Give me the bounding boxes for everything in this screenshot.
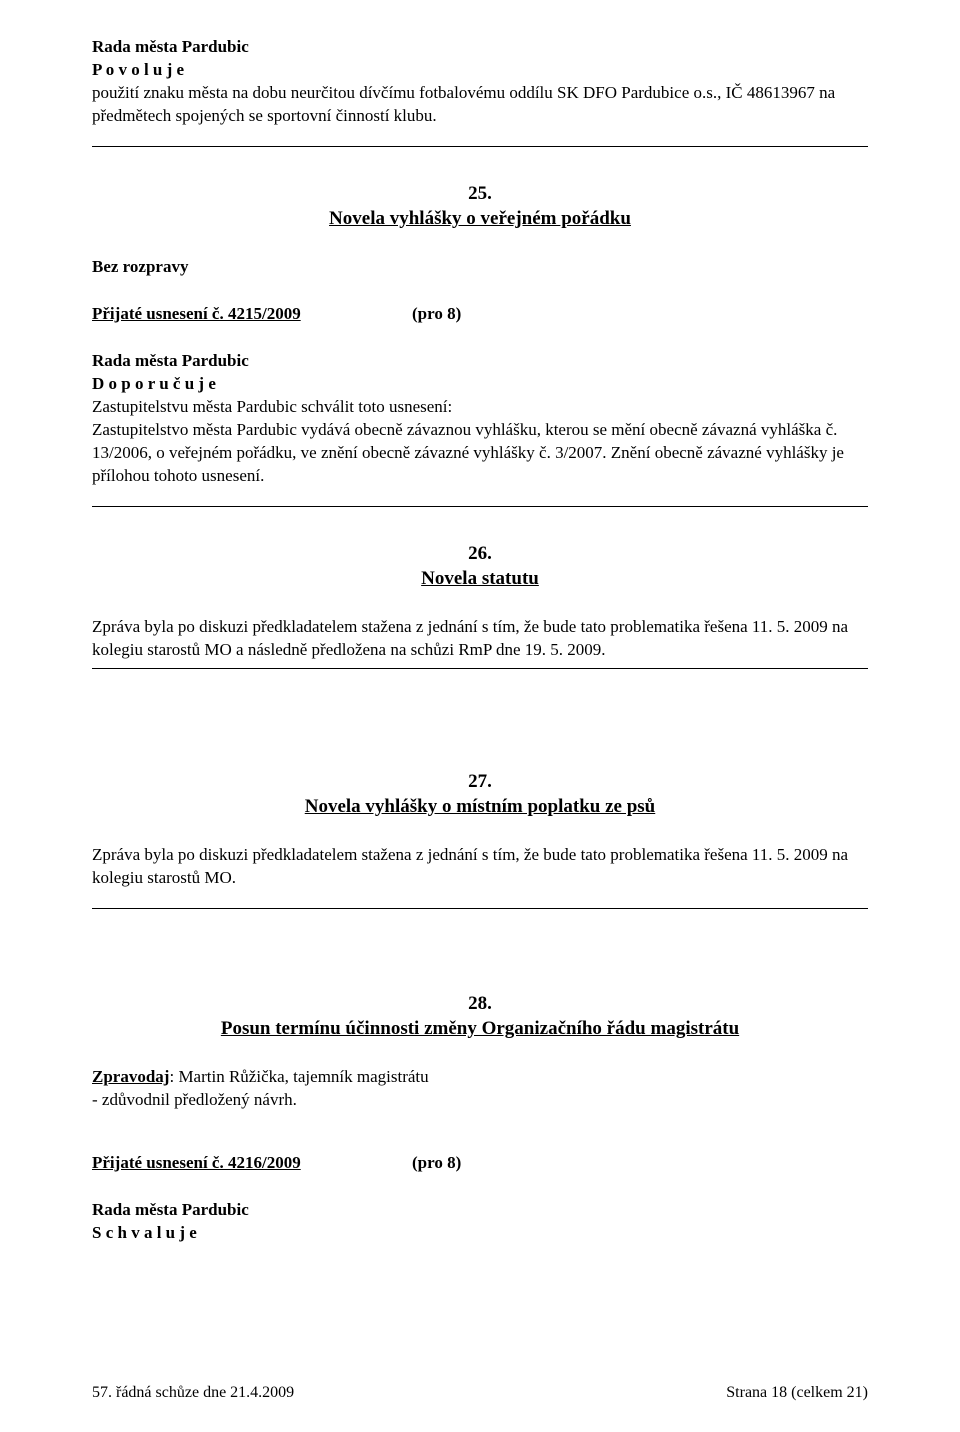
bez-rozpravy: Bez rozpravy — [92, 256, 868, 279]
resolution-row: Přijaté usnesení č. 4216/2009 (pro 8) — [92, 1152, 868, 1175]
section-title: Novela vyhlášky o místním poplatku ze ps… — [92, 794, 868, 820]
verb-line: S c h v a l u j e — [92, 1222, 868, 1245]
section-title: Posun termínu účinnosti změny Organizačn… — [92, 1016, 868, 1042]
resolution-body: Zastupitelstvu města Pardubic schválit t… — [92, 396, 868, 488]
divider — [92, 668, 868, 669]
org-line: Rada města Pardubic — [92, 1199, 868, 1222]
page-footer: 57. řádná schůze dne 21.4.2009 Strana 18… — [92, 1384, 868, 1402]
section-body: Zpráva byla po diskuzi předkladatelem st… — [92, 844, 868, 890]
section-number: 27. — [92, 769, 868, 795]
zpravodaj-sub: - zdůvodnil předložený návrh. — [92, 1089, 868, 1112]
section-number: 28. — [92, 991, 868, 1017]
section-title: Novela statutu — [92, 566, 868, 592]
header-verb: P o v o l u j e — [92, 59, 868, 82]
resolution-label: Přijaté usnesení č. 4215/2009 — [92, 303, 412, 326]
divider — [92, 908, 868, 909]
verb-line: D o p o r u č u j e — [92, 373, 868, 396]
footer-right: Strana 18 (celkem 21) — [726, 1384, 868, 1402]
footer-left: 57. řádná schůze dne 21.4.2009 — [92, 1384, 294, 1402]
section-body: Zpráva byla po diskuzi předkladatelem st… — [92, 616, 868, 662]
resolution-label: Přijaté usnesení č. 4216/2009 — [92, 1152, 412, 1175]
section-number: 26. — [92, 541, 868, 567]
org-line: Rada města Pardubic — [92, 350, 868, 373]
header-org: Rada města Pardubic — [92, 36, 868, 59]
divider — [92, 506, 868, 507]
section-number: 25. — [92, 181, 868, 207]
section-title: Novela vyhlášky o veřejném pořádku — [92, 206, 868, 232]
resolution-pro: (pro 8) — [412, 1152, 868, 1175]
zpravodaj-value: : Martin Růžička, tajemník magistrátu — [169, 1067, 428, 1086]
resolution-pro: (pro 8) — [412, 303, 868, 326]
zpravodaj-line: Zpravodaj: Martin Růžička, tajemník magi… — [92, 1066, 868, 1089]
header-body: použití znaku města na dobu neurčitou dí… — [92, 82, 868, 128]
divider — [92, 146, 868, 147]
resolution-row: Přijaté usnesení č. 4215/2009 (pro 8) — [92, 303, 868, 326]
zpravodaj-label: Zpravodaj — [92, 1067, 169, 1086]
